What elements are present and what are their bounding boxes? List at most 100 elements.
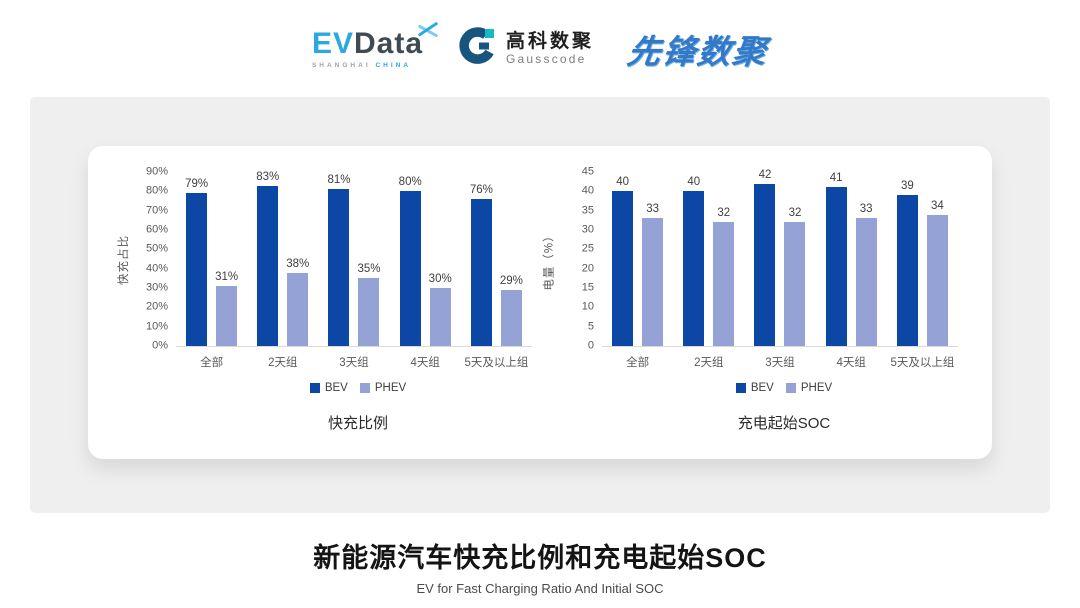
gray-panel: 快充占比 0% 10% 20% 30% 40% 50% 60% 70% 80% 90% 79% 31%…	[30, 97, 1050, 513]
bar-phev: 34	[926, 200, 948, 346]
bar-value-label: 81%	[327, 174, 351, 187]
y-axis-title-column: 电量（%）	[540, 172, 558, 347]
bar-phev: 33	[855, 203, 877, 346]
gausscode-g-icon	[457, 26, 497, 71]
chart-caption: 快充比例	[327, 415, 388, 432]
bar-bev: 80%	[399, 176, 422, 346]
x-axis-category-row: 全部 2天组 3天组 4天组 5天及以上组	[176, 354, 532, 370]
legend-swatch	[735, 383, 746, 393]
y-tick-label: 0	[587, 339, 594, 352]
bar-phev: 30%	[429, 273, 452, 346]
y-tick-label: 50%	[145, 242, 168, 255]
legend-swatch	[309, 383, 320, 393]
bar-phev: 32	[784, 207, 806, 346]
bar-value-label: 33	[859, 203, 873, 216]
evdata-wordmark-data: Data	[353, 26, 424, 60]
y-tick-label: 15	[581, 281, 594, 294]
legend-label: PHEV	[374, 382, 407, 394]
bar-value-label: 40	[616, 176, 629, 189]
header-logos: EVData SHANGHAI CHINA 高科数聚 Gausscode 先锋数…	[0, 0, 1080, 97]
y-tick-label: 30	[581, 223, 594, 236]
chart-plot-area-wrap: 0 5 10 15 20 25 30 35 40 45 40 33 40 32 42 32 41 33 39 34 全…	[558, 166, 966, 445]
bar-group: 39 34	[887, 172, 958, 346]
bar-value-label: 29%	[499, 274, 523, 287]
chart-card: 快充占比 0% 10% 20% 30% 40% 50% 60% 70% 80% 90% 79% 31%…	[88, 146, 992, 459]
evdata-subtitle-china: CHINA	[375, 61, 412, 69]
x-category-label: 全部	[200, 357, 224, 369]
legend-item-bev: BEV	[309, 382, 348, 394]
bar-value-label: 76%	[469, 184, 493, 197]
bar-value-label: 80%	[398, 176, 422, 189]
gausscode-cn-name: 高科数聚	[506, 30, 595, 52]
bar-group: 42 32	[744, 169, 815, 346]
gausscode-en-name: Gausscode	[506, 52, 587, 67]
bar-phev: 31%	[215, 271, 238, 346]
chart-caption: 充电起始SOC	[737, 415, 831, 432]
bar-value-label: 30%	[428, 273, 452, 285]
bar-value-label: 41	[829, 172, 843, 185]
chart-fast-charging-ratio: 快充占比 0% 10% 20% 30% 40% 50% 60% 70% 80% 90% 79% 31%…	[114, 166, 540, 445]
legend-item-phev: PHEV	[785, 382, 833, 394]
y-tick-label: 35	[581, 204, 594, 217]
y-tick-label: 20	[581, 262, 594, 275]
y-tick-label: 80%	[145, 184, 168, 197]
bar-group: 79% 31%	[176, 172, 247, 346]
bar-bev: 42	[754, 169, 776, 346]
x-category-label: 5天及以上组	[890, 357, 955, 369]
bar-value-label: 38%	[286, 257, 310, 270]
evdata-wordmark-ev: EV	[311, 26, 354, 60]
bar-group: 41 33	[816, 172, 887, 346]
page-title: 新能源汽车快充比例和充电起始SOC	[313, 543, 767, 573]
bar-bev: 39	[896, 180, 918, 346]
bar-phev: 38%	[286, 258, 309, 346]
x-category-label: 4天组	[836, 357, 866, 369]
x-category-label: 2天组	[694, 357, 724, 369]
y-tick-label: 40%	[145, 262, 168, 275]
x-category-label: 3天组	[339, 357, 369, 369]
bar-phev: 32	[713, 207, 735, 346]
chart-plot-area: 0% 10% 20% 30% 40% 50% 60% 70% 80% 90% 79% 31% 83% 38…	[146, 166, 532, 351]
bar-value-label: 42	[758, 168, 772, 181]
bar-value-label: 39	[900, 180, 914, 193]
bar-group: 83% 38%	[247, 171, 318, 346]
legend-label: BEV	[324, 382, 348, 394]
legend-label: PHEV	[800, 382, 833, 394]
bar-bev: 81%	[327, 174, 351, 346]
y-tick-label: 90%	[145, 165, 168, 178]
bar-bev: 41	[825, 172, 847, 346]
x-category-label: 2天组	[268, 357, 298, 369]
evdata-wordmark: EVData	[311, 26, 424, 60]
bar-phev: 33	[642, 203, 664, 346]
y-axis-title-column: 快充占比	[114, 172, 132, 347]
legend-swatch	[785, 383, 796, 393]
chart-legend: BEV PHEV	[176, 382, 540, 394]
bar-group: 76% 29%	[461, 172, 532, 346]
chart-plot-area: 0 5 10 15 20 25 30 35 40 45 40 33 40 32 42 32 41 33 39 34	[582, 166, 958, 351]
x-category-label: 5天及以上组	[464, 357, 529, 369]
bar-bev: 76%	[470, 184, 493, 346]
bar-value-label: 40	[687, 176, 701, 189]
y-tick-label: 5	[587, 320, 594, 333]
y-tick-label: 40	[581, 184, 594, 197]
legend-swatch	[359, 383, 370, 393]
bar-value-label: 35%	[357, 263, 381, 276]
gausscode-logo: 高科数聚 Gausscode	[457, 26, 594, 71]
bar-value-label: 83%	[256, 170, 280, 183]
evdata-star-icon	[417, 20, 439, 47]
legend-label: BEV	[750, 382, 774, 394]
page-subtitle: EV for Fast Charging Ratio And Initial S…	[416, 581, 664, 596]
bar-value-label: 33	[646, 203, 659, 216]
xianfeng-shuju-logo: 先锋数聚	[625, 32, 771, 70]
legend-item-bev: BEV	[735, 382, 774, 394]
y-tick-label: 30%	[145, 281, 168, 294]
y-tick-label: 45	[581, 165, 594, 178]
y-tick-label: 70%	[145, 204, 168, 217]
x-category-label: 4天组	[410, 357, 440, 369]
y-tick-label: 10	[581, 300, 594, 313]
bar-value-label: 79%	[185, 178, 209, 191]
bar-bev: 83%	[256, 171, 279, 346]
x-axis-category-row: 全部 2天组 3天组 4天组 5天及以上组	[602, 354, 958, 370]
bar-value-label: 34	[930, 199, 944, 212]
y-axis-title: 电量（%）	[544, 228, 557, 291]
bar-phev: 35%	[357, 263, 381, 346]
